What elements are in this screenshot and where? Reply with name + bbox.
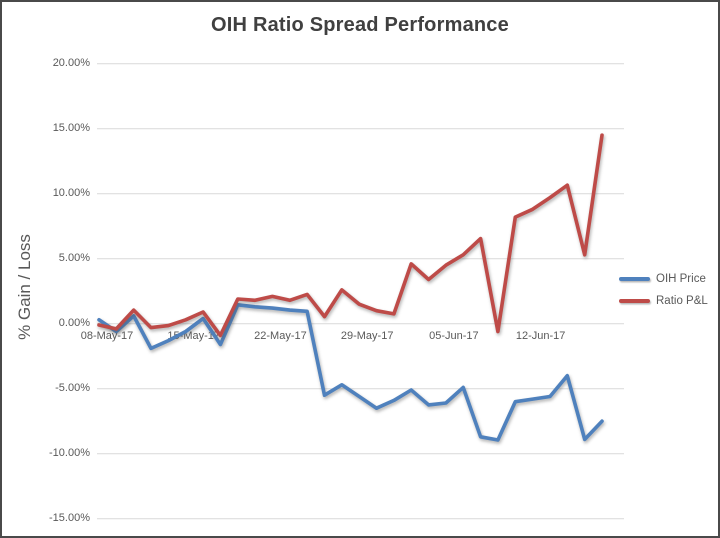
legend-item-oih-price: OIH Price [619, 268, 708, 290]
x-tick-label: 22-May-17 [254, 330, 307, 342]
legend-label-ratio-pnl: Ratio P&L [656, 295, 708, 307]
y-tick-label: -10.00% [49, 447, 90, 460]
y-tick-label: 5.00% [58, 252, 90, 265]
x-tick-label: 12-Jun-17 [515, 330, 566, 342]
chart-title: OIH Ratio Spread Performance [211, 14, 509, 36]
legend-swatch-ratio-pnl [619, 299, 650, 303]
legend: OIH Price Ratio P&L [619, 268, 708, 312]
y-tick-label: 0.00% [58, 317, 90, 330]
x-tick-label: 05-Jun-17 [429, 330, 479, 342]
legend-item-ratio-pnl: Ratio P&L [619, 290, 708, 312]
y-tick-label: -5.00% [55, 382, 90, 395]
y-tick-label: -15.00% [49, 512, 90, 525]
series-line-ratio-p-l [97, 133, 604, 338]
series-line-oih-price [97, 302, 604, 442]
legend-label-oih-price: OIH Price [656, 273, 706, 285]
x-tick-label: 29-May-17 [340, 330, 394, 342]
y-tick-label: 10.00% [52, 187, 90, 200]
y-tick-label: 15.00% [52, 122, 90, 135]
x-tick-label: 15-May-17 [167, 330, 220, 342]
legend-swatch-oih-price [619, 277, 650, 281]
y-tick-label: 20.00% [52, 57, 90, 70]
x-tick-label: 08-May-17 [80, 330, 134, 342]
y-axis-title: % Gain / Loss [10, 172, 40, 402]
